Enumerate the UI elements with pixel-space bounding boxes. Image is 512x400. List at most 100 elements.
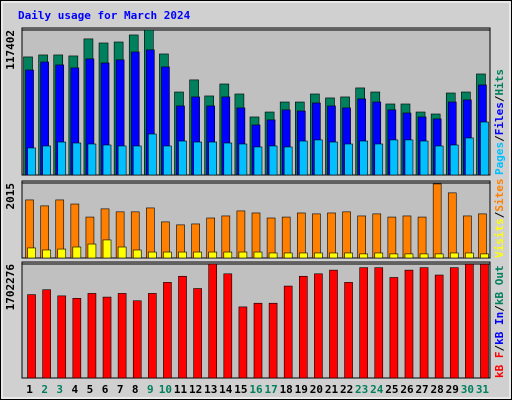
bar <box>223 251 233 259</box>
bar <box>221 215 231 259</box>
bar <box>117 293 127 379</box>
legend: kB F/kB In/kB Out <box>493 265 506 378</box>
x-tick-label: 1 <box>26 383 33 396</box>
bar <box>57 295 67 379</box>
bar <box>432 183 442 259</box>
bar <box>298 140 308 176</box>
bar <box>329 141 338 176</box>
bar <box>419 140 429 176</box>
bar <box>193 251 202 259</box>
bar <box>163 145 172 176</box>
bar <box>417 216 427 259</box>
bar <box>238 251 248 259</box>
bar <box>404 253 414 259</box>
bar <box>404 269 414 379</box>
bar <box>314 252 323 259</box>
bar <box>208 251 218 259</box>
bar <box>298 252 308 259</box>
bar <box>449 144 459 176</box>
bar <box>419 253 429 259</box>
x-tick-label: 25 <box>385 383 398 396</box>
bar <box>344 252 353 259</box>
bar <box>148 251 157 259</box>
legend-entry: Files <box>493 102 506 135</box>
bar <box>314 139 323 176</box>
bar <box>27 294 36 379</box>
bar <box>374 267 384 379</box>
bar <box>312 213 321 259</box>
bar <box>344 143 353 176</box>
bar <box>359 267 368 379</box>
legend-separator: / <box>493 345 506 352</box>
bar <box>72 246 82 259</box>
bar <box>266 217 276 259</box>
x-tick-label: 28 <box>431 383 444 396</box>
bar <box>359 253 368 259</box>
bar <box>132 300 142 379</box>
bar <box>374 252 384 259</box>
y-tick-label: 117402 <box>4 30 17 70</box>
bar <box>419 267 429 379</box>
x-tick-label: 3 <box>56 383 63 396</box>
bar <box>72 298 82 379</box>
bar <box>57 248 67 259</box>
bar <box>342 211 351 259</box>
bar <box>117 246 127 259</box>
legend-entry: kB In <box>493 312 506 345</box>
bar <box>434 274 444 379</box>
legend-entry: Pages <box>493 142 506 175</box>
bar <box>178 140 187 176</box>
bar <box>359 140 368 176</box>
bar <box>283 252 293 259</box>
bar <box>344 282 353 379</box>
legend: Visits/Sites <box>493 179 506 259</box>
x-tick-label: 11 <box>174 383 188 396</box>
bar <box>251 212 261 259</box>
x-tick-label: 7 <box>117 383 124 396</box>
bar <box>253 146 263 176</box>
x-tick-label: 30 <box>461 383 474 396</box>
x-tick-label: 27 <box>415 383 428 396</box>
x-tick-label: 23 <box>355 383 368 396</box>
chart-title: Daily usage for March 2024 <box>18 9 191 22</box>
bar <box>193 141 202 176</box>
x-tick-label: 31 <box>476 383 490 396</box>
x-tick-label: 22 <box>340 383 353 396</box>
bar <box>57 141 67 176</box>
legend-separator: / <box>493 305 506 312</box>
bar <box>178 275 187 379</box>
bar <box>27 247 36 259</box>
bar <box>223 142 233 176</box>
bar <box>447 192 457 259</box>
bar <box>268 252 278 259</box>
bar <box>268 302 278 379</box>
legend: Pages/Files/Hits <box>493 69 506 175</box>
x-tick-label: 13 <box>204 383 217 396</box>
bar <box>327 212 336 259</box>
x-tick-label: 18 <box>280 383 293 396</box>
bar <box>465 137 474 176</box>
bar <box>102 296 112 379</box>
x-tick-label: 21 <box>325 383 339 396</box>
x-tick-label: 29 <box>446 383 459 396</box>
legend-separator: / <box>493 211 506 218</box>
y-tick-label: 2015 <box>4 183 17 210</box>
bar <box>132 249 142 259</box>
bar <box>296 212 306 259</box>
bar <box>42 249 51 259</box>
bar <box>329 269 338 379</box>
legend-entry: Visits <box>493 218 506 258</box>
legend-separator: / <box>493 135 506 142</box>
x-tick-label: 4 <box>72 383 79 396</box>
x-tick-label: 20 <box>310 383 323 396</box>
bar <box>314 273 323 379</box>
legend-entry: kB F <box>493 352 506 379</box>
bar <box>463 215 472 259</box>
x-tick-label: 12 <box>189 383 202 396</box>
bar <box>117 145 127 176</box>
bar <box>449 267 459 379</box>
bar <box>208 263 218 379</box>
bar <box>163 251 172 259</box>
